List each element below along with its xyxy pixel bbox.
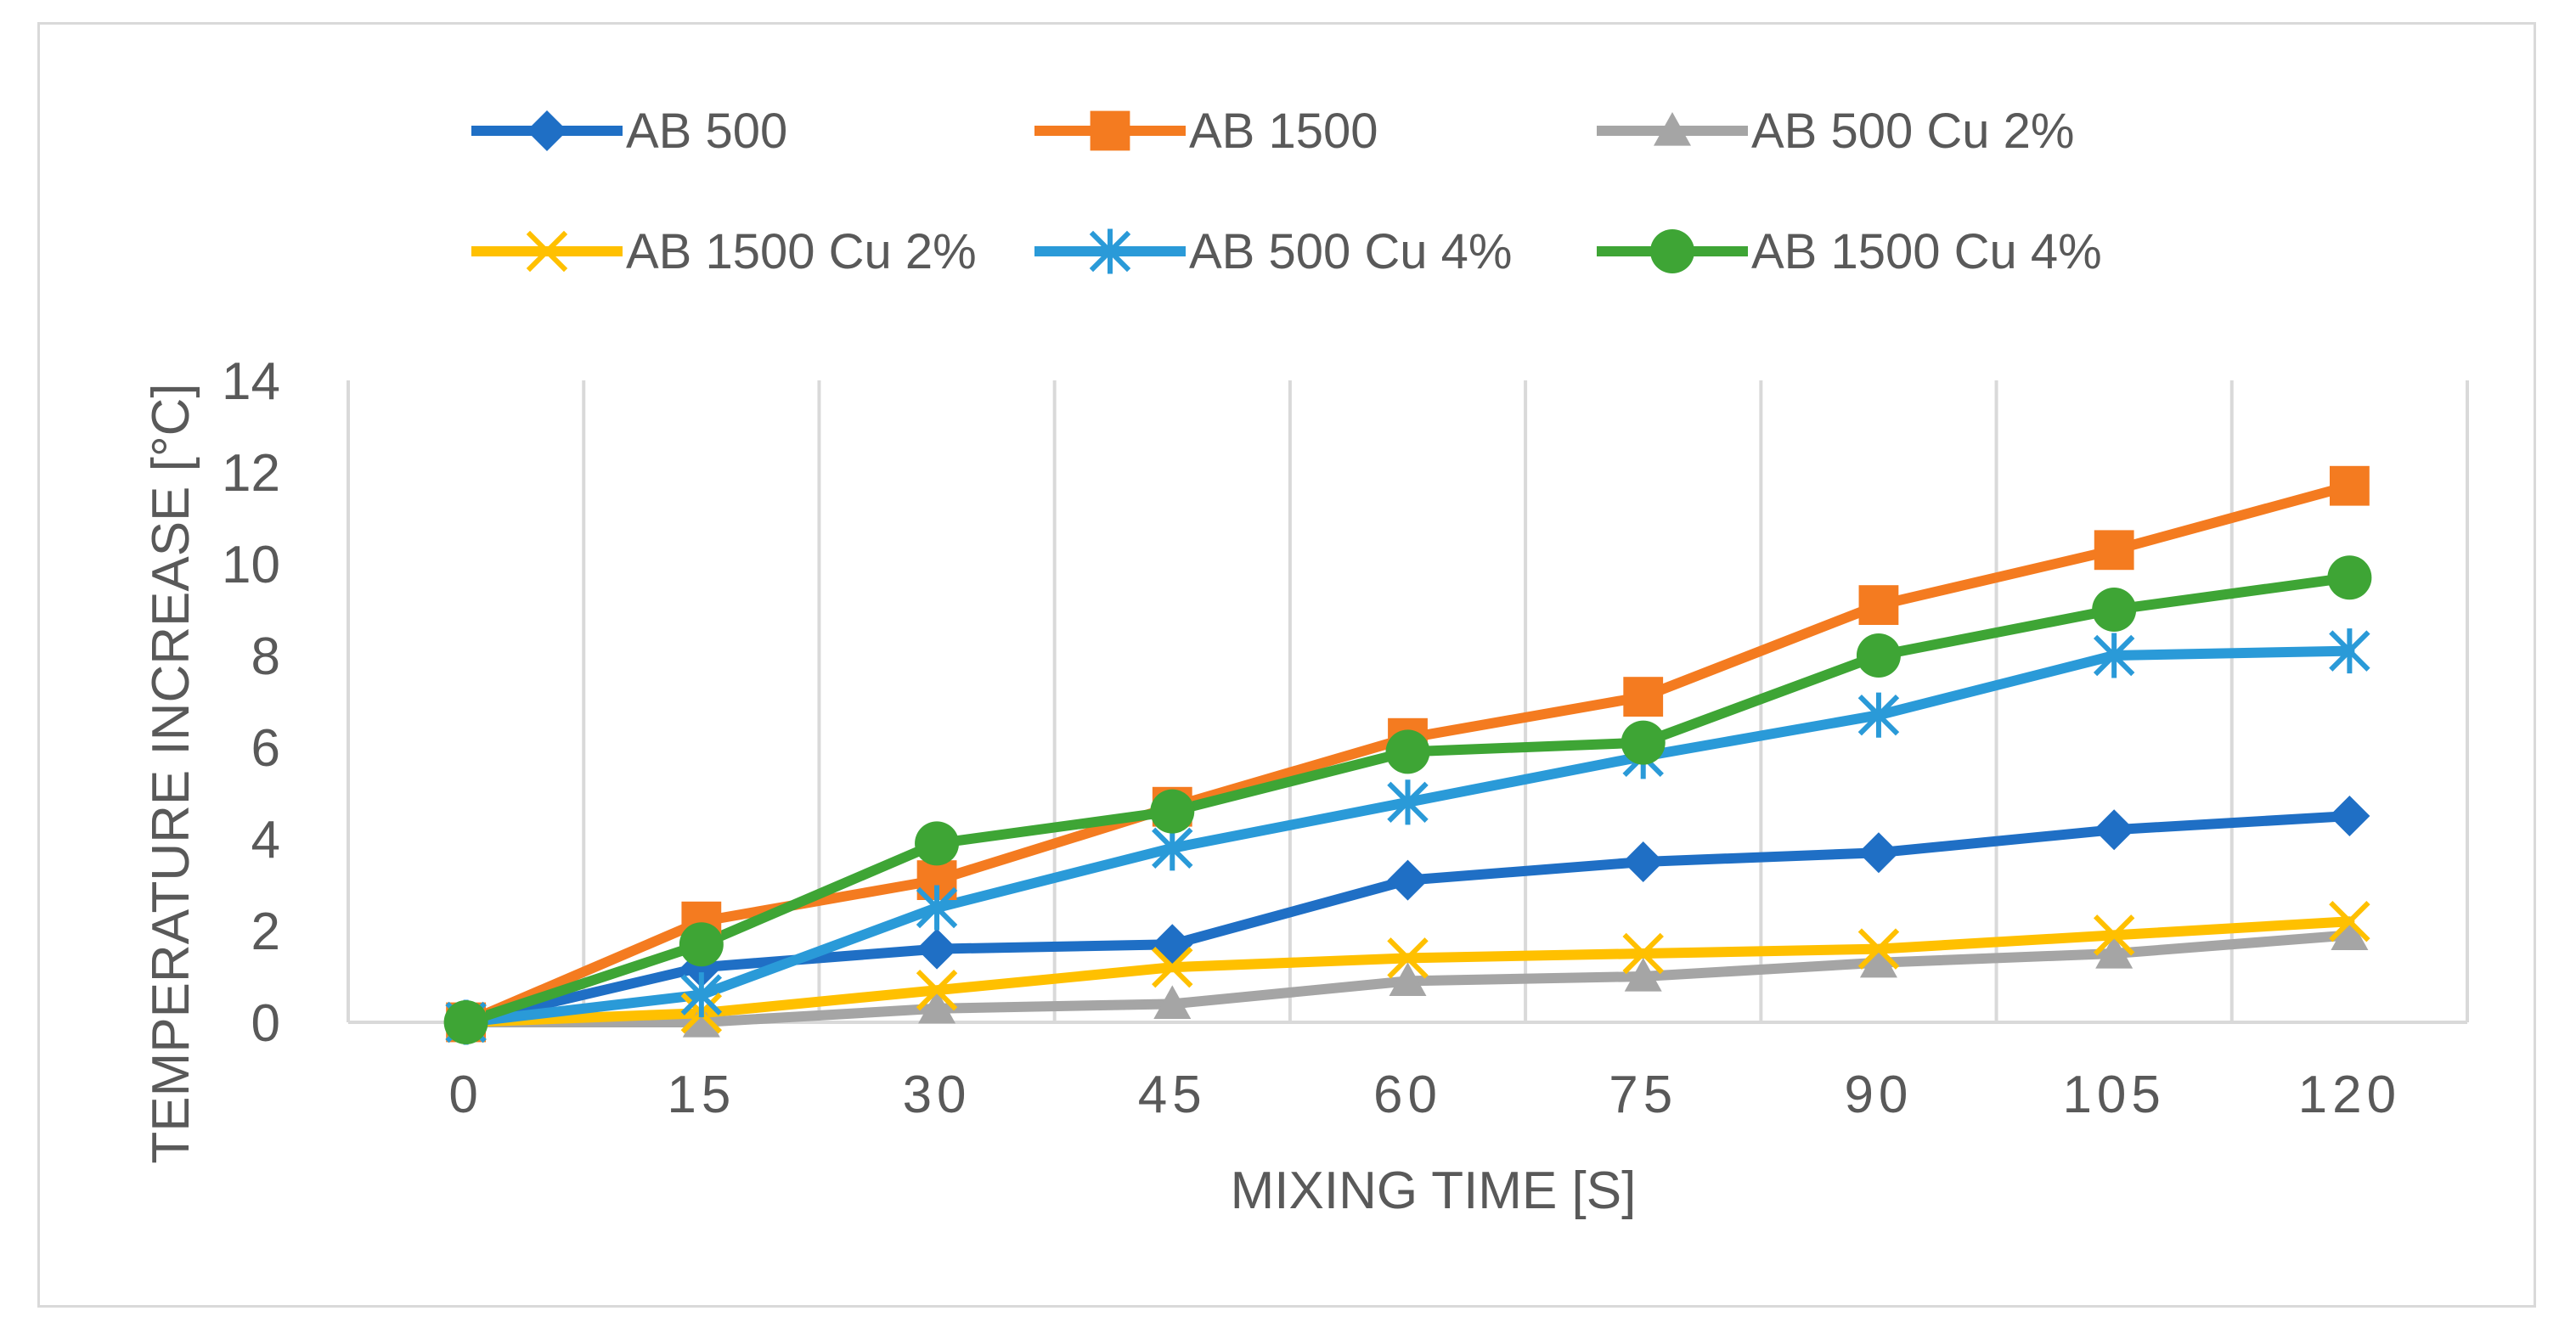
data-point xyxy=(2094,530,2134,570)
y-tick-label: 12 xyxy=(222,444,280,503)
x-tick-label: 60 xyxy=(1373,1066,1442,1124)
legend-entry: AB 1500 Cu 4% xyxy=(1597,224,2102,279)
data-point xyxy=(444,1000,488,1044)
legend: AB 500 AB 1500 AB 500 Cu 2% AB 1500 Cu 2% AB… xyxy=(471,104,2102,279)
y-axis-label: TEMPERATURE INCREASE [°C] xyxy=(142,383,200,1163)
x-tick-label: 120 xyxy=(2298,1066,2401,1124)
y-tick-label: 4 xyxy=(251,811,280,869)
x-tick-label: 45 xyxy=(1138,1066,1207,1124)
legend-marker xyxy=(527,110,567,151)
data-point xyxy=(1859,585,1899,625)
y-tick-label: 0 xyxy=(251,994,280,1053)
legend-label: AB 1500 xyxy=(1189,104,1378,159)
data-point xyxy=(915,821,959,865)
x-tick-label: 15 xyxy=(667,1066,736,1124)
legend-marker xyxy=(1091,111,1130,151)
legend-entry: AB 1500 xyxy=(1034,104,1378,159)
legend-label: AB 1500 Cu 4% xyxy=(1751,224,2102,279)
data-point xyxy=(916,929,957,970)
legend-entry: AB 500 Cu 4% xyxy=(1034,224,1512,279)
legend-label: AB 1500 Cu 2% xyxy=(626,224,977,279)
data-point xyxy=(1386,729,1430,774)
data-point xyxy=(1621,721,1666,765)
data-point xyxy=(2094,809,2134,850)
y-tick-label: 8 xyxy=(251,627,280,686)
data-point xyxy=(1858,832,1899,873)
data-point xyxy=(1623,677,1663,717)
data-point xyxy=(1857,633,1901,678)
legend-entry: AB 500 xyxy=(471,104,787,159)
x-tick-label: 75 xyxy=(1609,1066,1677,1124)
data-point xyxy=(1388,860,1429,901)
y-tick-label: 10 xyxy=(222,536,280,594)
data-point xyxy=(1152,924,1192,965)
data-point xyxy=(2330,466,2370,506)
y-tick-label: 6 xyxy=(251,719,280,778)
legend-label: AB 500 xyxy=(626,104,787,159)
data-point xyxy=(679,922,724,966)
x-axis-label: MIXING TIME [S] xyxy=(1231,1162,1637,1220)
gridlines xyxy=(348,380,2467,1022)
x-tick-label: 90 xyxy=(1844,1066,1913,1124)
line-chart: 024681012140 15 30 45 60 75 90 105 120 AB 500 AB … xyxy=(0,0,2576,1339)
legend-label: AB 500 Cu 2% xyxy=(1751,104,2074,159)
legend-entry: AB 1500 Cu 2% xyxy=(471,224,977,279)
data-point xyxy=(2092,588,2136,632)
data-point xyxy=(2327,555,2371,599)
data-point xyxy=(1623,841,1664,882)
y-tick-label: 2 xyxy=(251,903,280,961)
x-tick-label: 30 xyxy=(903,1066,972,1124)
y-tick-label: 14 xyxy=(222,352,280,411)
legend-entry: AB 500 Cu 2% xyxy=(1597,104,2074,159)
x-tick-label: 105 xyxy=(2062,1066,2165,1124)
data-point xyxy=(1150,790,1194,834)
legend-label: AB 500 Cu 4% xyxy=(1189,224,1512,279)
legend-marker xyxy=(1650,229,1694,273)
data-point xyxy=(2329,796,2370,836)
x-tick-label: 0 xyxy=(448,1066,482,1124)
